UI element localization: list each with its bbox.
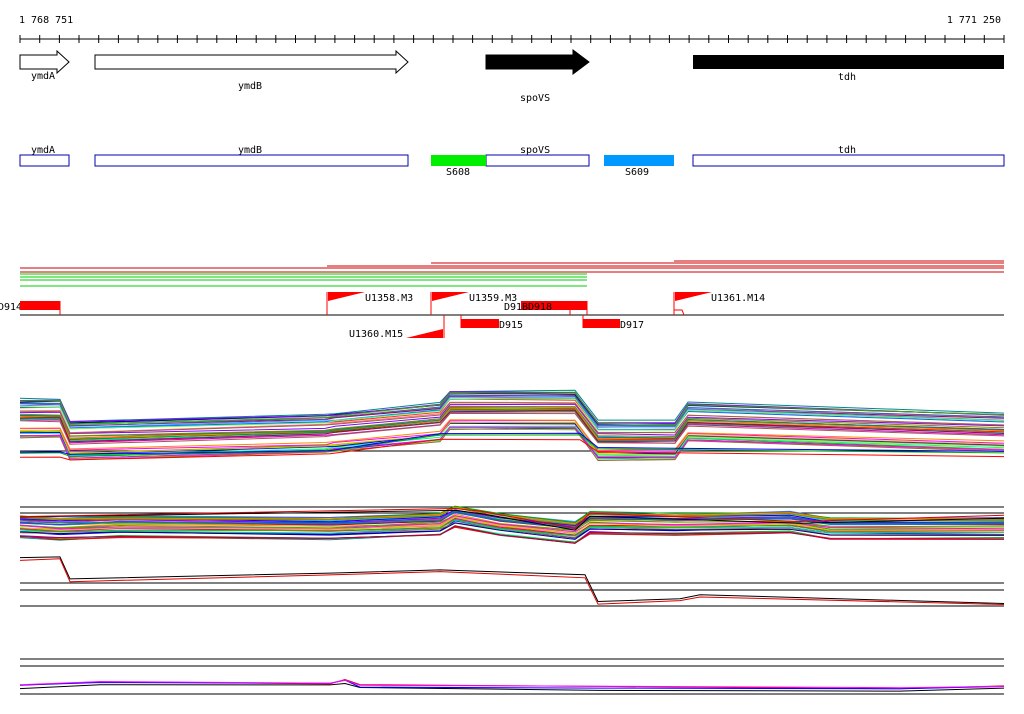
upshift-U1360-M15[interactable]: U1360.M15 (349, 315, 445, 340)
flag-triangle-icon (675, 292, 712, 301)
flag-triangle-icon (432, 292, 469, 301)
coordinate-end: 1 771 250 (947, 15, 1001, 26)
arrow-right-icon (693, 55, 1004, 69)
segment-S608[interactable]: S608 (431, 155, 486, 178)
downshift-D917[interactable]: D917 (582, 315, 644, 331)
gene-label-ymdA: ymdA (31, 71, 55, 82)
segment-label-S608: S608 (446, 167, 470, 178)
downshift-D91B-D918[interactable]: D91B D918 (504, 301, 588, 315)
transcript-track: ymdA ymdB spoVS tdh S608 S609 (19, 145, 1005, 178)
downshift-label-D917: D917 (620, 320, 644, 331)
breakpoint-track: D914 U1358.M3 U1359.M3 D91B D918 U1361.M… (0, 292, 1004, 340)
transcript-label-ymdB: ymdB (238, 145, 262, 156)
transcript-ymdA[interactable]: ymdA (19, 145, 70, 167)
downshift-label-D914: D914 (0, 302, 22, 313)
expression-panel-3 (19, 556, 1005, 607)
downshift-D914[interactable]: D914 (0, 301, 61, 315)
coordinate-start: 1 768 751 (19, 15, 73, 26)
red-bar-icon (583, 319, 620, 328)
segment-S609[interactable]: S609 (604, 155, 674, 178)
gene-track: ymdA ymdB spoVS tdh (19, 49, 1004, 104)
red-bar-icon (461, 319, 499, 328)
expression-panel-2 (19, 505, 1005, 544)
downshift-label-D91B: D91B (504, 302, 528, 313)
arrow-right-icon (19, 49, 70, 75)
red-bar-icon (521, 301, 587, 310)
gene-label-tdh: tdh (838, 72, 856, 83)
upshift-label-U1361-M14: U1361.M14 (711, 293, 765, 304)
arrow-right-icon (485, 49, 590, 75)
transcript-tdh[interactable]: tdh (692, 145, 1005, 167)
transcript-label-ymdA: ymdA (31, 145, 55, 156)
gene-arrow-ymdB[interactable]: ymdB (94, 49, 409, 92)
downshift-D915[interactable]: D915 (460, 315, 523, 331)
transcript-label-tdh: tdh (838, 145, 856, 156)
downshift-label-D915: D915 (499, 320, 523, 331)
downshift-label-D918: D918 (528, 302, 552, 313)
gene-arrow-ymdA[interactable]: ymdA (19, 49, 70, 82)
upshift-U1358-M3[interactable]: U1358.M3 (326, 292, 413, 315)
expression-panel-1 (19, 389, 1005, 462)
flag-triangle-icon (328, 292, 365, 301)
upshift-U1359-M3[interactable]: U1359.M3 (430, 292, 517, 315)
gene-arrow-spoVS[interactable]: spoVS (485, 49, 590, 104)
flag-triangle-icon (406, 329, 443, 338)
upshift-label-U1360-M15: U1360.M15 (349, 329, 403, 340)
upshift-U1361-M14[interactable]: U1361.M14 (673, 292, 765, 316)
upshift-label-U1358-M3: U1358.M3 (365, 293, 413, 304)
gene-arrow-tdh[interactable]: tdh (693, 55, 1004, 83)
coordinate-ruler: 1 768 751 1 771 250 (19, 15, 1005, 43)
transcript-ymdB[interactable]: ymdB (94, 145, 409, 167)
gene-label-ymdB: ymdB (238, 81, 262, 92)
transcript-spoVS[interactable]: spoVS (485, 145, 590, 167)
red-bar-icon (20, 301, 60, 310)
arrow-right-icon (94, 49, 409, 75)
upshift-label-U1359-M3: U1359.M3 (469, 293, 517, 304)
tiling-lines (20, 260, 1004, 287)
gene-label-spoVS: spoVS (520, 93, 550, 104)
segment-label-S609: S609 (625, 167, 649, 178)
expression-panel-4 (19, 658, 1005, 695)
transcript-label-spoVS: spoVS (520, 145, 550, 156)
